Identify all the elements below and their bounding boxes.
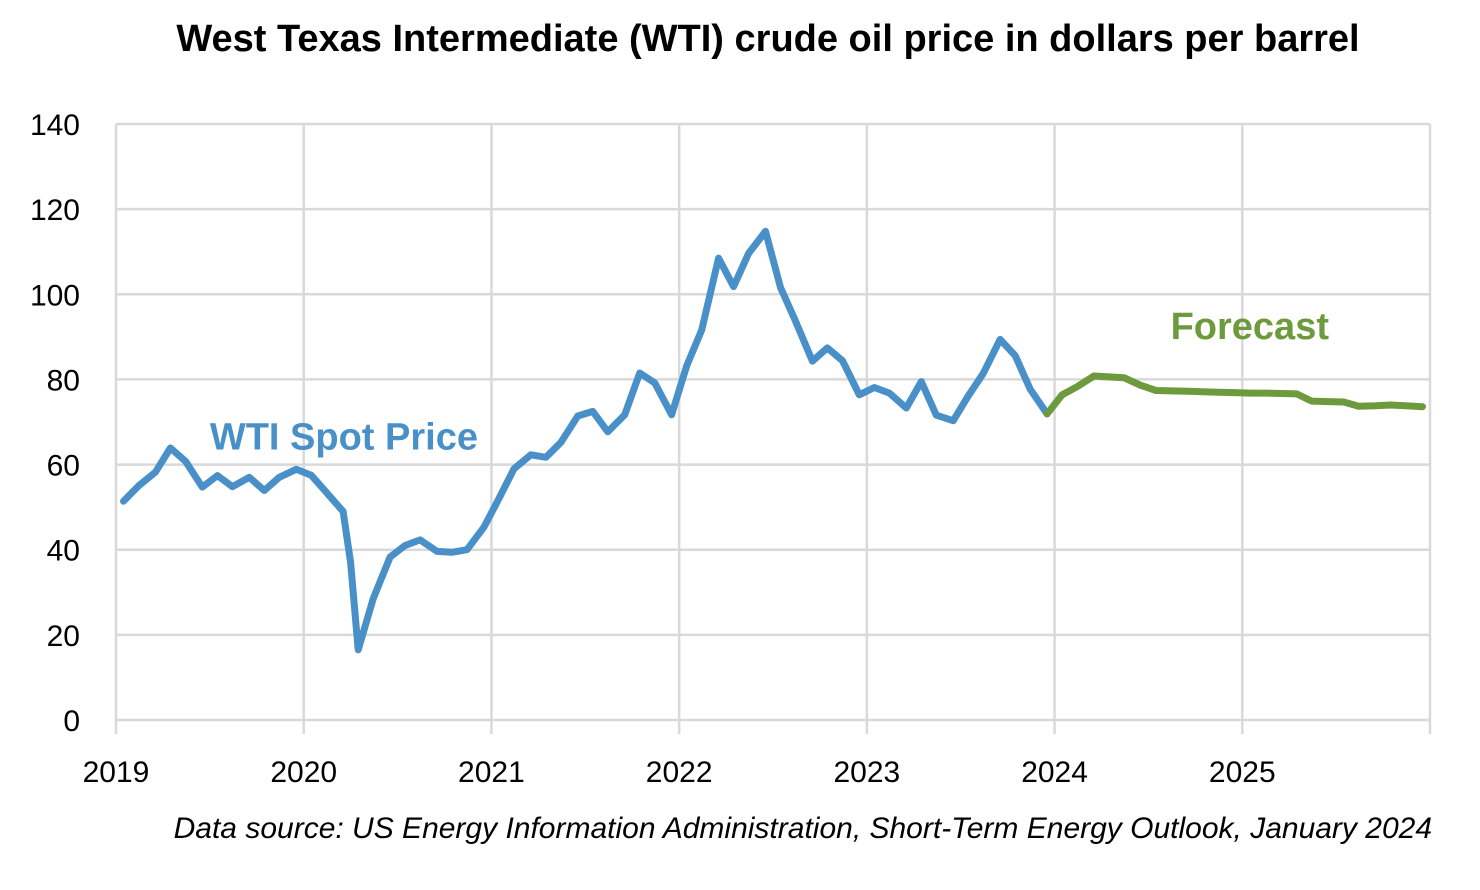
series-label-wti-spot-price: WTI Spot Price: [210, 417, 478, 459]
series-line-wti-spot-price: [120, 227, 1051, 654]
y-tick-label: 140: [30, 109, 80, 142]
y-tick-label: 80: [47, 364, 80, 397]
y-tick-label: 100: [30, 279, 80, 312]
x-tick-label: 2019: [83, 756, 150, 789]
y-tick-label: 20: [47, 620, 80, 653]
x-tick-label: 2022: [646, 756, 713, 789]
series: [120, 227, 1426, 654]
y-tick-label: 60: [47, 450, 80, 483]
x-tick-label: 2023: [833, 756, 900, 789]
chart-title: West Texas Intermediate (WTI) crude oil …: [176, 18, 1360, 60]
grid: [114, 122, 1432, 734]
axes: 0 20 40 60 80 100 120 140 2019 2020 2021 2022 2023 20…: [30, 109, 1276, 789]
x-tick-label: 2024: [1021, 756, 1088, 789]
series-labels: WTI Spot Price Forecast: [210, 306, 1329, 459]
chart-source: Data source: US Energy Information Admin…: [173, 812, 1432, 845]
y-tick-label: 120: [30, 194, 80, 227]
x-tick-label: 2025: [1209, 756, 1276, 789]
series-label-forecast: Forecast: [1171, 306, 1330, 348]
y-tick-label: 40: [47, 535, 80, 568]
x-tick-label: 2020: [270, 756, 337, 789]
y-tick-label: 0: [63, 705, 80, 738]
x-tick-label: 2021: [458, 756, 525, 789]
series-line-forecast: [1043, 372, 1426, 418]
